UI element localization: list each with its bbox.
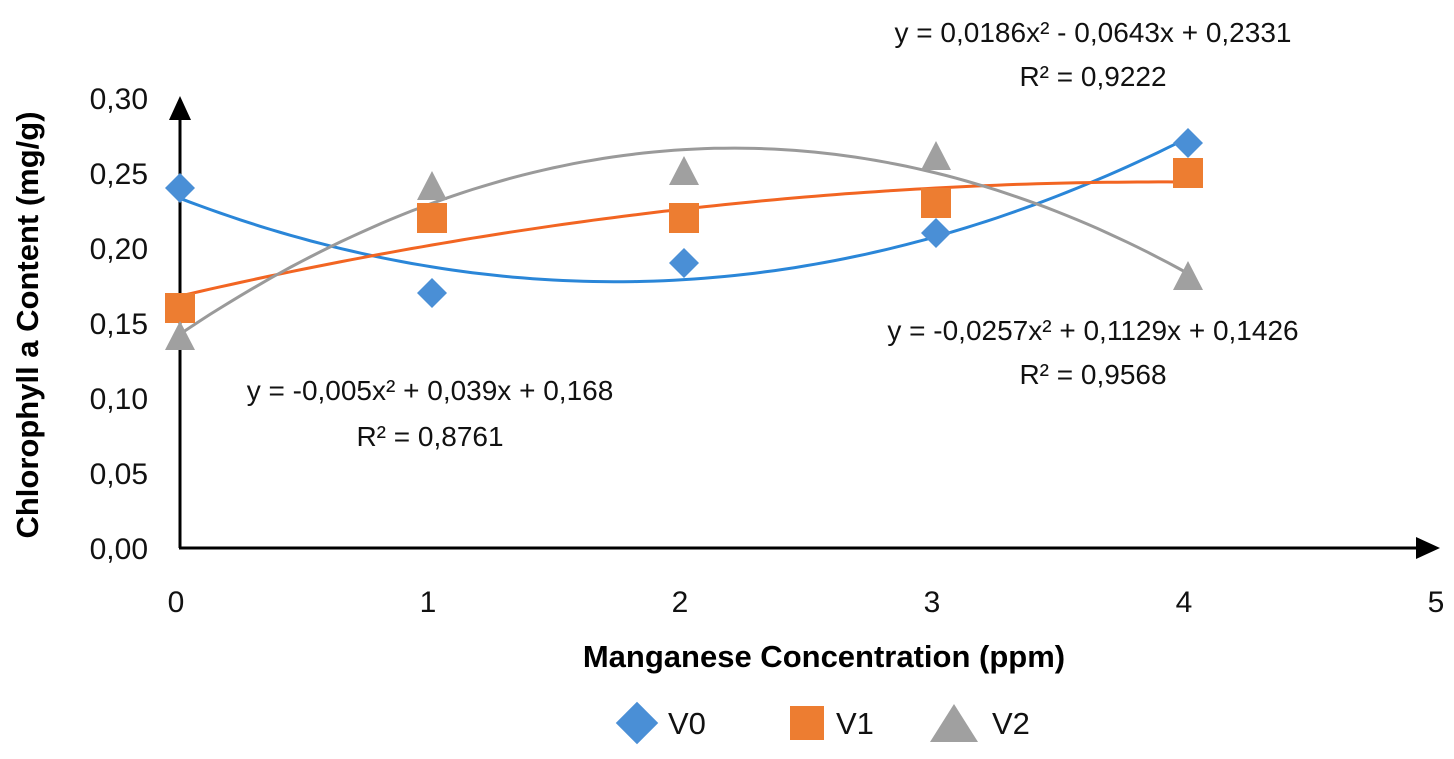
x-axis-arrow [1416, 537, 1440, 559]
data-point-v2 [165, 321, 195, 350]
x-tick-label: 2 [672, 586, 689, 619]
equation-v0-formula: y = 0,0186x² - 0,0643x + 0,2331 [895, 17, 1292, 48]
data-point-v1 [165, 293, 195, 323]
equation-v0-r2: R² = 0,9222 [1019, 61, 1166, 92]
data-point-v0 [669, 248, 699, 278]
y-tick-label: 0,05 [90, 458, 148, 491]
legend-label-v0: V0 [668, 706, 706, 741]
data-point-v1 [669, 203, 699, 233]
x-tick-label: 4 [1176, 586, 1193, 619]
series-v2 [165, 141, 1203, 350]
x-tick-label: 3 [924, 586, 941, 619]
x-tick-label: 1 [420, 586, 437, 619]
legend-marker-v2 [930, 704, 978, 742]
data-point-v2 [417, 171, 447, 200]
data-point-v1 [1173, 158, 1203, 188]
legend-label-v2: V2 [992, 706, 1030, 741]
x-axis-title: Manganese Concentration (ppm) [583, 639, 1065, 674]
data-point-v0 [921, 218, 951, 248]
data-point-v0 [1173, 128, 1203, 158]
data-point-v0 [165, 173, 195, 203]
y-axis-title: Chlorophyll a Content (mg/g) [10, 111, 45, 538]
y-tick-label: 0,10 [90, 383, 148, 416]
equation-v2-r2: R² = 0,9568 [1019, 359, 1166, 390]
data-point-v2 [921, 141, 951, 170]
data-point-v1 [921, 188, 951, 218]
legend-marker-v0 [615, 701, 659, 745]
equation-v1-formula: y = -0,005x² + 0,039x + 0,168 [247, 375, 614, 406]
data-point-v2 [669, 156, 699, 185]
equation-v0: y = 0,0186x² - 0,0643x + 0,2331 R² = 0,9… [895, 17, 1292, 92]
y-tick-label: 0,00 [90, 533, 148, 566]
y-tick-label: 0,25 [90, 158, 148, 191]
data-point-v1 [417, 203, 447, 233]
equation-v2-formula: y = -0,0257x² + 0,1129x + 0,1426 [887, 315, 1298, 346]
y-tick-label: 0,15 [90, 308, 148, 341]
trendline-v2 [179, 146, 1189, 336]
series-v0 [165, 128, 1203, 308]
x-tick-label: 0 [168, 586, 185, 619]
legend-label-v1: V1 [836, 706, 874, 741]
equation-v2: y = -0,0257x² + 0,1129x + 0,1426 R² = 0,… [887, 315, 1298, 390]
equation-v1: y = -0,005x² + 0,039x + 0,168 R² = 0,876… [247, 375, 614, 452]
data-point-v0 [417, 278, 447, 308]
y-axis-arrow [169, 96, 191, 120]
markers [165, 128, 1203, 350]
trendline-v0 [179, 136, 1189, 284]
legend-marker-v1 [790, 706, 824, 740]
y-tick-labels: 0,00 0,05 0,10 0,15 0,20 0,25 0,30 [90, 83, 148, 566]
x-tick-labels: 0 1 2 3 4 5 [168, 586, 1445, 619]
legend: V0 V1 V2 [615, 701, 1030, 745]
series-v1 [165, 158, 1203, 323]
y-tick-label: 0,30 [90, 83, 148, 116]
equation-v1-r2: R² = 0,8761 [356, 421, 503, 452]
x-tick-label: 5 [1428, 586, 1445, 619]
data-point-v2 [1173, 261, 1203, 290]
y-tick-label: 0,20 [90, 233, 148, 266]
